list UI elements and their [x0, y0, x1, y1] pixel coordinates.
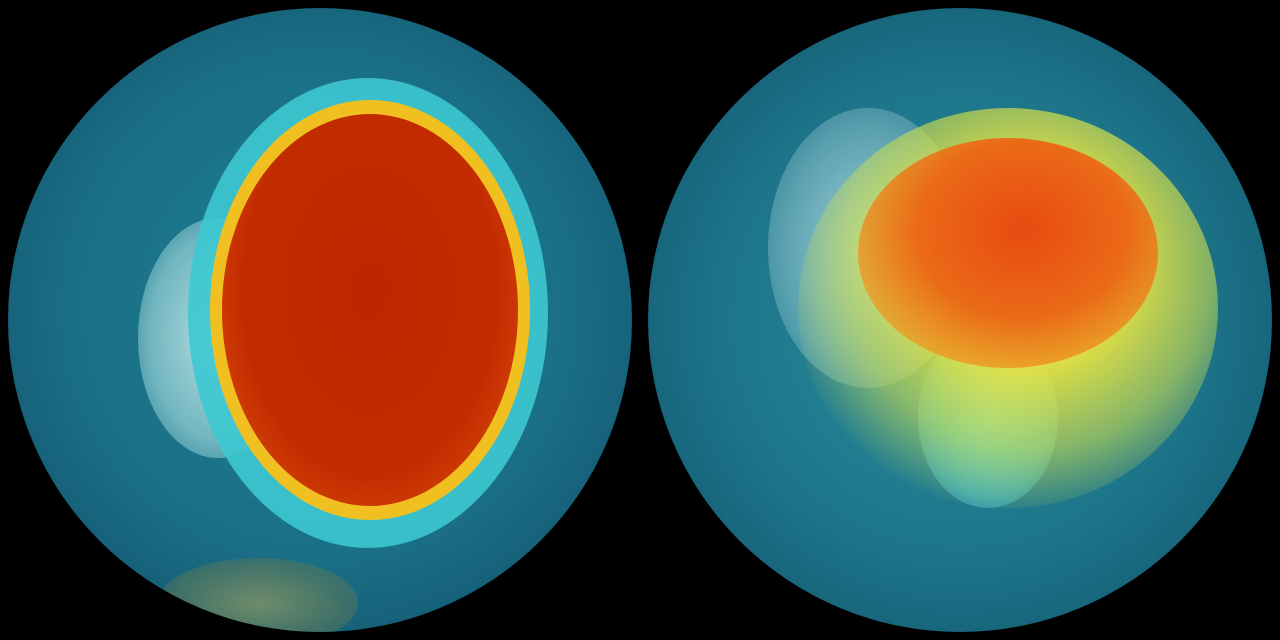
right-globe [648, 8, 1272, 632]
orange-core [858, 138, 1158, 368]
left-globe [8, 8, 632, 632]
red-core [222, 114, 518, 506]
globe-shading [8, 8, 632, 632]
antarctica-edge [158, 558, 358, 632]
globe-shading [648, 8, 1272, 632]
